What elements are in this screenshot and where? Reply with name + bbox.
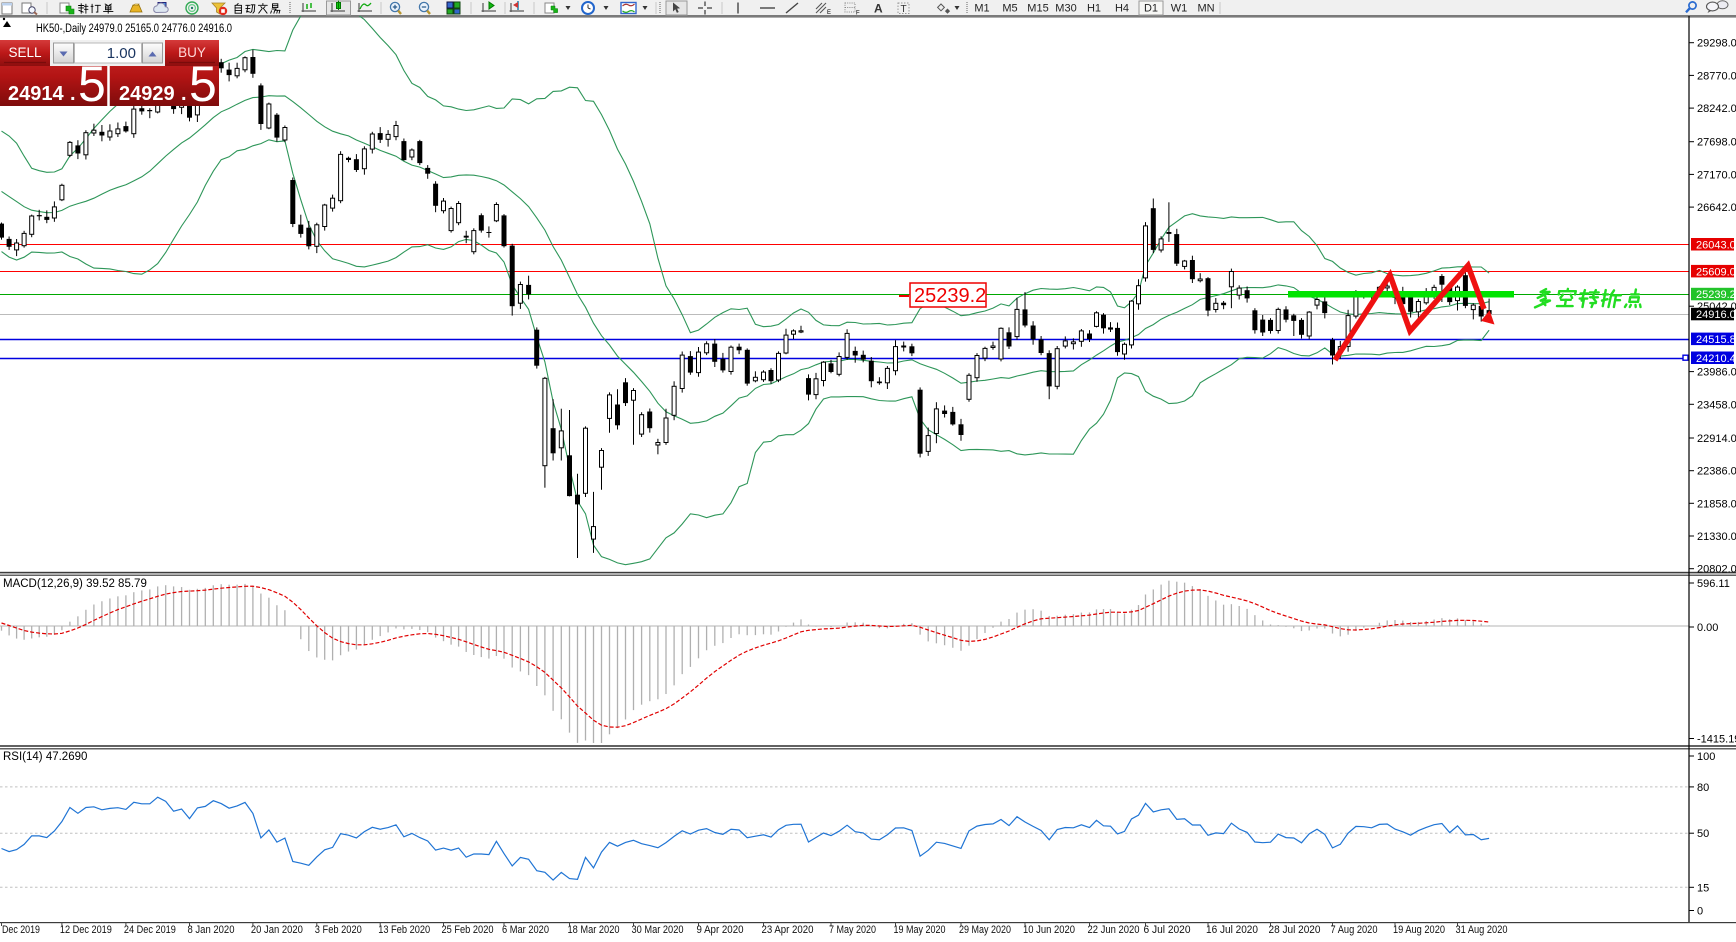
svg-text:8 Jan 2020: 8 Jan 2020 xyxy=(188,924,235,936)
svg-text:24914: 24914 xyxy=(8,83,64,105)
svg-text:21330.0: 21330.0 xyxy=(1697,531,1736,543)
svg-text:20802.0: 20802.0 xyxy=(1697,564,1736,576)
svg-text:24 Dec 2019: 24 Dec 2019 xyxy=(124,924,176,936)
svg-text:5: 5 xyxy=(78,56,106,112)
svg-text:26043.0: 26043.0 xyxy=(1696,239,1736,251)
svg-text:M30: M30 xyxy=(1055,3,1076,15)
svg-text:A: A xyxy=(874,2,883,16)
svg-text:30 Mar 2020: 30 Mar 2020 xyxy=(632,924,684,936)
svg-text:10 Jun 2020: 10 Jun 2020 xyxy=(1023,924,1075,936)
svg-text:19 Aug 2020: 19 Aug 2020 xyxy=(1393,924,1445,936)
svg-text:23458.0: 23458.0 xyxy=(1697,399,1736,411)
svg-text:HK50-,Daily 24979.0 25165.0 2: HK50-,Daily 24979.0 25165.0 24776.0 2491… xyxy=(36,23,232,35)
svg-text:25609.0: 25609.0 xyxy=(1696,266,1736,278)
svg-text:SELL: SELL xyxy=(8,45,42,60)
svg-text:6 Jul 2020: 6 Jul 2020 xyxy=(1144,924,1191,936)
svg-text:16 Jul 2020: 16 Jul 2020 xyxy=(1206,924,1258,936)
svg-text:13 Feb 2020: 13 Feb 2020 xyxy=(378,924,430,936)
svg-text:0: 0 xyxy=(1697,906,1703,918)
svg-text:27170.0: 27170.0 xyxy=(1697,169,1736,181)
svg-text:F: F xyxy=(856,11,860,17)
svg-text:MACD(12,26,9) 39.52 85.79: MACD(12,26,9) 39.52 85.79 xyxy=(3,578,147,590)
svg-text:RSI(14) 47.2690: RSI(14) 47.2690 xyxy=(3,751,87,763)
svg-text:0.00: 0.00 xyxy=(1697,622,1718,634)
svg-text:80: 80 xyxy=(1697,782,1709,794)
svg-text:22 Jun 2020: 22 Jun 2020 xyxy=(1088,924,1140,936)
svg-text:9 Apr 2020: 9 Apr 2020 xyxy=(697,924,744,936)
svg-text:.: . xyxy=(70,83,76,105)
svg-text:50: 50 xyxy=(1697,828,1709,840)
svg-text:M15: M15 xyxy=(1027,3,1048,15)
svg-text:23 Apr 2020: 23 Apr 2020 xyxy=(762,924,814,936)
svg-text:25239.2: 25239.2 xyxy=(1696,289,1736,301)
svg-text:7 Aug 2020: 7 Aug 2020 xyxy=(1331,924,1378,936)
svg-text:H4: H4 xyxy=(1115,3,1129,15)
svg-text:7 May 2020: 7 May 2020 xyxy=(829,924,876,936)
svg-text:22914.0: 22914.0 xyxy=(1697,433,1736,445)
svg-text:25239.2: 25239.2 xyxy=(914,285,986,307)
svg-text:22386.0: 22386.0 xyxy=(1697,466,1736,478)
svg-text:18 Mar 2020: 18 Mar 2020 xyxy=(568,924,620,936)
svg-text:T: T xyxy=(901,4,907,15)
svg-text:H1: H1 xyxy=(1087,3,1101,15)
svg-text:21858.0: 21858.0 xyxy=(1697,498,1736,510)
svg-text:12 Dec 2019: 12 Dec 2019 xyxy=(60,924,112,936)
svg-text:26642.0: 26642.0 xyxy=(1697,202,1736,214)
svg-text:29298.0: 29298.0 xyxy=(1697,38,1736,50)
svg-text:28242.0: 28242.0 xyxy=(1697,103,1736,115)
svg-text:15: 15 xyxy=(1697,882,1709,894)
svg-text:27698.0: 27698.0 xyxy=(1697,137,1736,149)
svg-text:31 Aug 2020: 31 Aug 2020 xyxy=(1456,924,1508,936)
svg-text:Dec 2019: Dec 2019 xyxy=(2,924,40,936)
svg-text:MN: MN xyxy=(1197,3,1214,15)
svg-text:24916.0: 24916.0 xyxy=(1696,309,1736,321)
svg-text:24515.8: 24515.8 xyxy=(1696,334,1736,346)
svg-text:596.11: 596.11 xyxy=(1697,578,1730,590)
svg-text:M5: M5 xyxy=(1002,3,1017,15)
svg-text:W1: W1 xyxy=(1171,3,1188,15)
svg-text:24929: 24929 xyxy=(119,83,175,105)
svg-text:28 Jul 2020: 28 Jul 2020 xyxy=(1269,924,1321,936)
svg-text:28770.0: 28770.0 xyxy=(1697,70,1736,82)
svg-text:M1: M1 xyxy=(974,3,989,15)
svg-text:6 Mar 2020: 6 Mar 2020 xyxy=(502,924,549,936)
svg-text:.: . xyxy=(181,83,187,105)
svg-text:24210.4: 24210.4 xyxy=(1696,353,1736,365)
svg-text:1.00: 1.00 xyxy=(107,45,136,62)
svg-text:3 Feb 2020: 3 Feb 2020 xyxy=(315,924,362,936)
svg-text:E: E xyxy=(827,10,831,16)
svg-text:D1: D1 xyxy=(1144,3,1158,15)
svg-text:-1415.19: -1415.19 xyxy=(1697,734,1736,746)
svg-text:100: 100 xyxy=(1697,751,1715,763)
svg-text:19 May 2020: 19 May 2020 xyxy=(894,924,946,936)
svg-text:25 Feb 2020: 25 Feb 2020 xyxy=(442,924,494,936)
svg-text:23986.0: 23986.0 xyxy=(1697,367,1736,379)
svg-text:20 Jan 2020: 20 Jan 2020 xyxy=(251,924,303,936)
svg-text:5: 5 xyxy=(189,56,217,112)
svg-text:29 May 2020: 29 May 2020 xyxy=(959,924,1011,936)
